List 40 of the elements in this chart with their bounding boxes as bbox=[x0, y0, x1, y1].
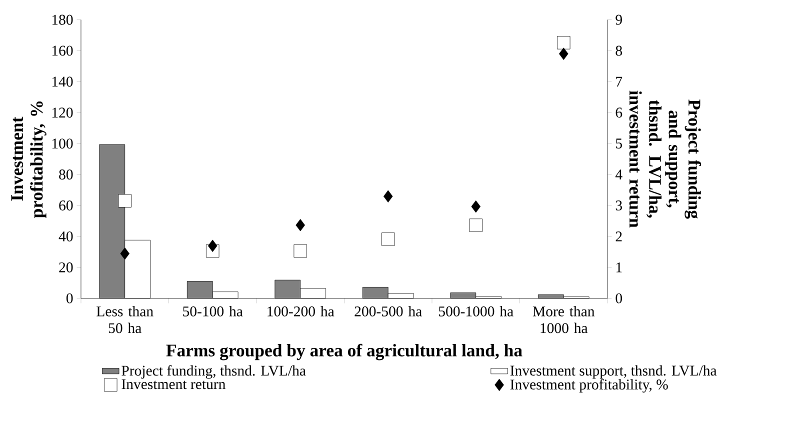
point bbox=[208, 240, 218, 252]
y2-tick-label: 5 bbox=[616, 138, 622, 149]
x-tick-label: 100-200 ha bbox=[268, 306, 334, 317]
y2-tick-label: 2 bbox=[616, 232, 622, 242]
y2-tick-label: 7 bbox=[616, 76, 622, 87]
x-tick-label: 50-100 ha bbox=[183, 306, 243, 317]
x-tick-label: Less than 50 ha bbox=[96, 306, 154, 334]
point bbox=[558, 48, 568, 60]
y-tick-label: 180 bbox=[52, 14, 73, 25]
x-tick-label: 500-1000 ha bbox=[439, 306, 514, 317]
x-tick-label: 200-500 ha bbox=[354, 306, 422, 317]
y-tick-label: 140 bbox=[52, 76, 73, 87]
point bbox=[383, 190, 393, 203]
y2-axis-title: Project funding and support, thsnd. LVL/ha, investment return bbox=[629, 90, 702, 228]
y2-tick-label: 1 bbox=[616, 262, 622, 272]
legend-label: Project funding, thsnd. LVL/ha bbox=[122, 365, 306, 379]
y-tick-label: 80 bbox=[59, 170, 73, 180]
x-tick-label: More than 1000 ha bbox=[532, 306, 595, 334]
y2-tick-label: 9 bbox=[616, 14, 622, 25]
y2-tick-label: 0 bbox=[616, 294, 622, 304]
y2-tick-label: 8 bbox=[616, 46, 622, 56]
legend-label: Investment profitability, % bbox=[510, 379, 668, 393]
y-tick-label: 20 bbox=[59, 262, 73, 273]
point bbox=[118, 194, 132, 208]
point bbox=[471, 200, 481, 213]
y-tick-label: 40 bbox=[58, 232, 73, 242]
y-axis-title: Investment profitability, % bbox=[11, 102, 46, 218]
y-tick-label: 100 bbox=[52, 138, 73, 149]
y2-tick-label: 6 bbox=[616, 108, 622, 118]
y2-tick-label: 3 bbox=[616, 200, 622, 211]
legend-label: Investment support, thsnd. LVL/ha bbox=[510, 365, 717, 379]
y-tick-label: 120 bbox=[52, 108, 73, 118]
y-tick-label: 160 bbox=[52, 46, 73, 56]
point bbox=[120, 248, 130, 260]
y2-tick-label: 4 bbox=[615, 170, 622, 180]
legend-label: Investment return bbox=[122, 380, 226, 390]
y-tick-label: 60 bbox=[59, 200, 73, 211]
point bbox=[296, 219, 306, 232]
y-tick-label: 0 bbox=[66, 294, 73, 304]
x-axis-title: Farms grouped by area of agricultural land, ha bbox=[166, 344, 522, 360]
